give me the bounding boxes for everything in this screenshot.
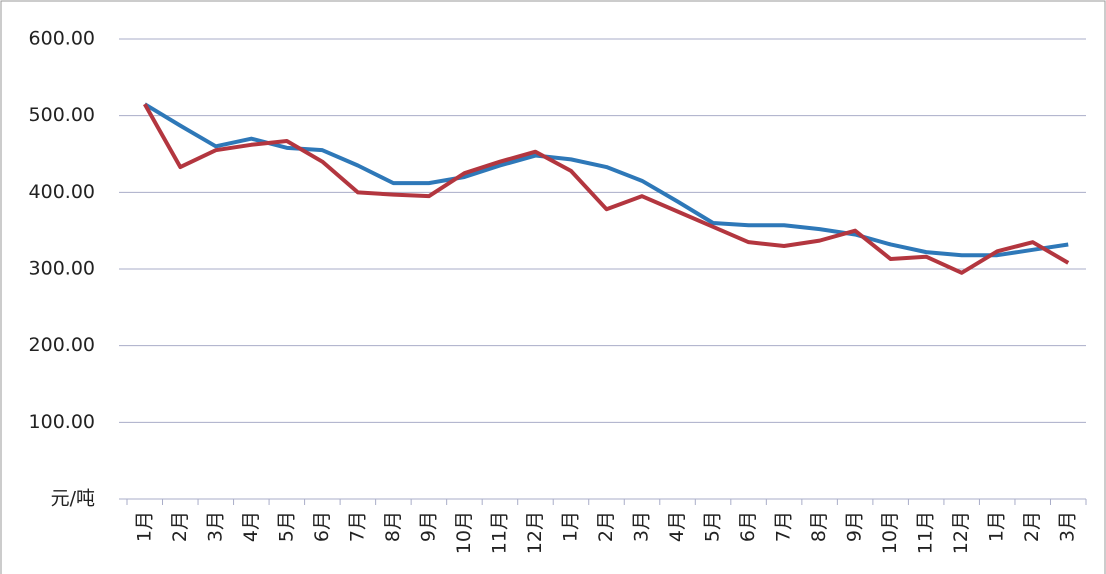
y-tick-label: 600.00 [29,28,95,50]
x-tick-label: 7月 [346,511,368,542]
x-tick-label: 5月 [702,511,724,542]
x-tick-label: 2月 [169,511,191,542]
x-tick-label: 4月 [666,511,688,542]
series-line [143,103,1070,275]
x-tick-label: 6月 [311,511,333,542]
x-tick-label: 12月 [950,511,972,554]
x-tick-label: 8月 [808,511,830,542]
x-tick-label: 1月 [559,511,581,542]
y-tick-label: 元/吨 [51,488,95,510]
x-tick-label: 10月 [453,511,475,554]
x-tick-label: 3月 [631,511,653,542]
y-tick-label: 300.00 [29,258,95,280]
x-tick-label: 9月 [417,511,439,542]
y-tick-label: 400.00 [29,181,95,203]
x-tick-label: 10月 [879,511,901,554]
x-tick-label: 2月 [595,511,617,542]
x-tick-label: 11月 [915,511,937,554]
x-tick-label: 1月 [133,511,155,542]
x-tick-label: 11月 [488,511,510,554]
x-tick-label: 3月 [204,511,226,542]
x-tick-label: 1月 [986,511,1008,542]
y-tick-label: 100.00 [29,411,95,433]
x-tick-label: 4月 [240,511,262,542]
x-tick-label: 8月 [382,511,404,542]
x-tick-label: 9月 [844,511,866,542]
x-tick-label: 3月 [1057,511,1079,542]
y-tick-label: 200.00 [29,334,95,356]
y-tick-label: 500.00 [29,104,95,126]
x-tick-label: 2月 [1021,511,1043,542]
series-line [143,102,1069,258]
x-tick-label: 7月 [773,511,795,542]
x-tick-label: 12月 [524,511,546,554]
x-tick-label: 6月 [737,511,759,542]
x-tick-label: 5月 [275,511,297,542]
